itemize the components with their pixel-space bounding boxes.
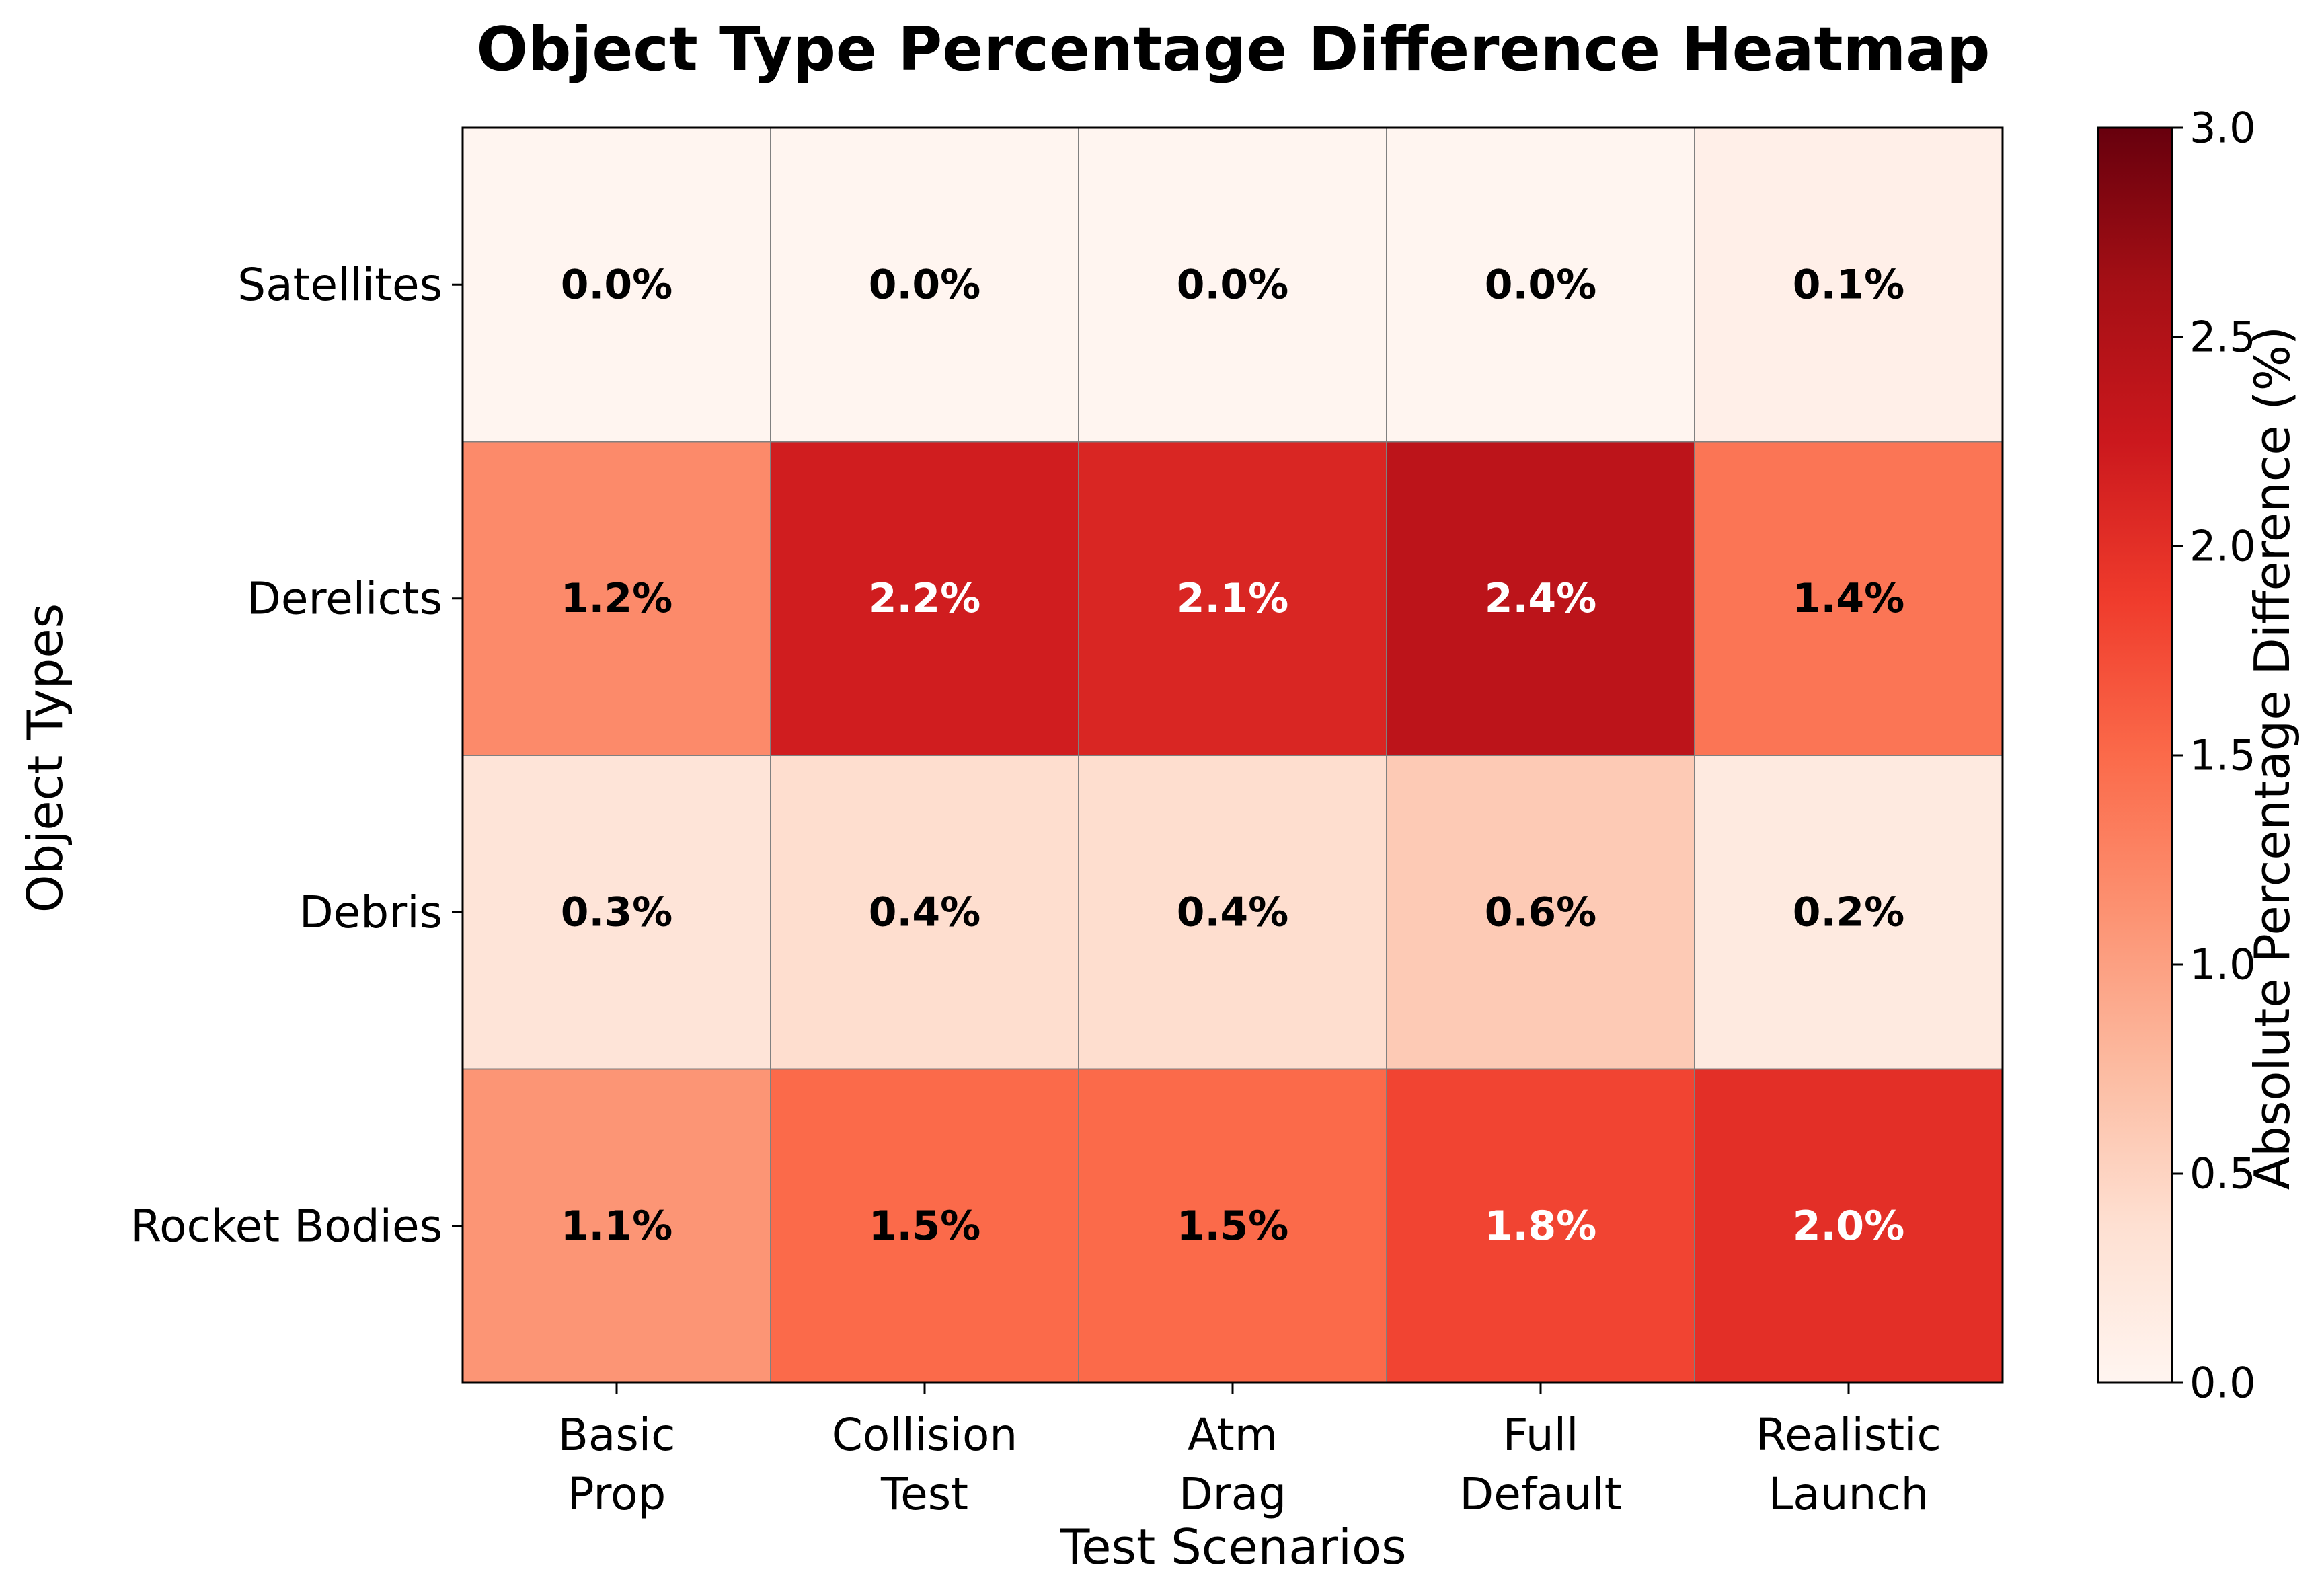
x-tick-label: Drag <box>1179 1468 1286 1520</box>
colorbar: 0.0 0.5 1.0 1.5 2.0 2.5 3.0 <box>2097 104 2256 1408</box>
heatmap-cell <box>1078 755 1387 1070</box>
heatmap-cell <box>1386 1068 1695 1383</box>
heatmap-cell <box>770 441 1079 756</box>
cell-value-label: 1.5% <box>1177 1203 1288 1250</box>
colorbar-label: Absolute Percentage Difference (%) <box>2244 326 2300 1190</box>
colorbar-tick-label: 1.5 <box>2190 731 2256 780</box>
heatmap-cell-labels: 0.0% 0.0% 0.0% 0.0% 0.1% 1.2% 2.2% 2.1% 2.4% 1.4%… <box>561 261 1904 1250</box>
heatmap-cell <box>1694 755 2003 1070</box>
heatmap-cell <box>770 127 1079 443</box>
heatmap-cells <box>462 127 2003 1383</box>
x-tick-label: Prop <box>568 1468 666 1520</box>
cell-value-label: 0.2% <box>1793 888 1904 936</box>
cell-value-label: 1.2% <box>561 575 672 622</box>
x-axis-label: Test Scenarios <box>1059 1519 1406 1575</box>
x-tick-label: Test <box>880 1468 968 1520</box>
cell-value-label: 1.1% <box>561 1203 672 1250</box>
colorbar-tick-label: 0.0 <box>2190 1359 2256 1408</box>
heatmap-cell <box>770 755 1079 1070</box>
cell-value-label: 1.4% <box>1793 575 1904 622</box>
heatmap-cell <box>1386 127 1695 443</box>
colorbar-tick-label: 1.0 <box>2190 940 2256 989</box>
cell-value-label: 2.4% <box>1485 575 1596 622</box>
x-tick-label: Default <box>1459 1468 1621 1520</box>
x-tick-label: Basic <box>558 1409 676 1461</box>
y-tick-label: Satellites <box>237 259 442 311</box>
colorbar-tick-label: 3.0 <box>2190 104 2256 153</box>
x-tick-label: Launch <box>1769 1468 1929 1520</box>
cell-value-label: 2.0% <box>1793 1203 1904 1250</box>
cell-value-label: 1.8% <box>1485 1203 1596 1250</box>
chart-title: Object Type Percentage Difference Heatma… <box>477 14 1990 85</box>
cell-value-label: 0.3% <box>561 888 672 936</box>
heatmap-cell <box>1386 755 1695 1070</box>
cell-value-label: 0.4% <box>869 888 980 936</box>
cell-value-label: 1.5% <box>869 1203 980 1250</box>
heatmap-cell <box>1078 1068 1387 1383</box>
colorbar-gradient <box>2097 126 2173 1384</box>
heatmap-cell <box>1694 127 2003 443</box>
x-tick-label: Full <box>1503 1409 1579 1461</box>
colorbar-tick-label: 2.5 <box>2190 313 2256 362</box>
cell-value-label: 0.6% <box>1485 888 1596 936</box>
heatmap-cell <box>1694 441 2003 756</box>
x-tick-label: Realistic <box>1756 1409 1941 1461</box>
heatmap-cell <box>1078 441 1387 756</box>
y-tick-label: Debris <box>299 886 442 938</box>
heatmap-cell <box>1694 1068 2003 1383</box>
cell-value-label: 2.2% <box>869 575 980 622</box>
heatmap-cell <box>462 127 771 443</box>
y-axis: Satellites Derelicts Debris Rocket Bodies <box>130 259 463 1252</box>
cell-value-label: 0.1% <box>1793 261 1904 308</box>
cell-value-label: 0.0% <box>869 261 980 308</box>
x-axis: Basic Prop Collision Test Atm Drag Full Default… <box>558 1383 1941 1520</box>
cell-value-label: 0.0% <box>561 261 672 308</box>
y-tick-label: Rocket Bodies <box>130 1200 442 1252</box>
x-tick-label: Collision <box>832 1409 1017 1461</box>
y-tick-label: Derelicts <box>247 572 442 624</box>
colorbar-tick-label: 2.0 <box>2190 522 2256 571</box>
x-tick-label: Atm <box>1188 1409 1278 1461</box>
cell-value-label: 0.0% <box>1485 261 1596 308</box>
heatmap-cell <box>462 441 771 756</box>
colorbar-tick-label: 0.5 <box>2190 1149 2256 1199</box>
cell-value-label: 0.4% <box>1177 888 1288 936</box>
cell-value-label: 2.1% <box>1177 575 1288 622</box>
heatmap-cell <box>770 1068 1079 1383</box>
y-axis-label: Object Types <box>17 603 73 913</box>
cell-value-label: 0.0% <box>1177 261 1288 308</box>
